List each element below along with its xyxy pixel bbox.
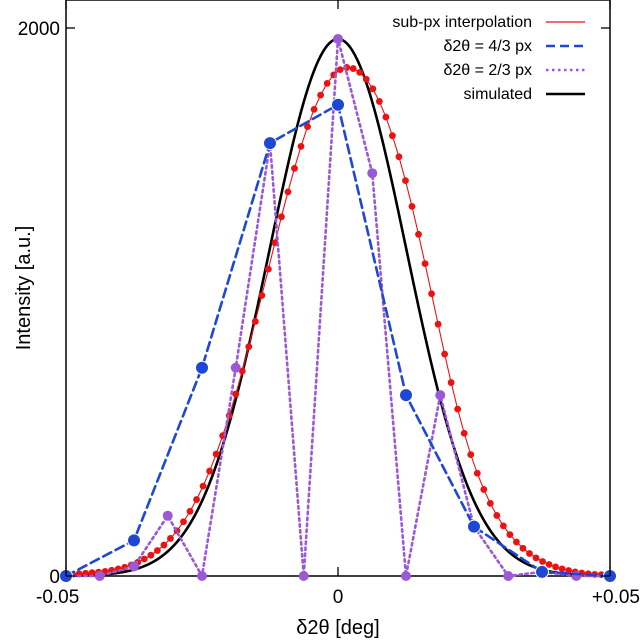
data-point (441, 350, 449, 358)
data-point (333, 33, 343, 44)
data-point (323, 79, 331, 87)
data-point (193, 496, 200, 503)
data-point (336, 66, 344, 74)
data-point (212, 450, 220, 458)
data-point (263, 136, 277, 151)
data-point (140, 555, 148, 563)
data-point (264, 265, 272, 273)
data-point (310, 105, 318, 113)
data-point (180, 518, 187, 526)
data-point (447, 379, 455, 386)
data-point (284, 188, 292, 196)
data-point (552, 563, 559, 571)
data-point (401, 571, 411, 581)
data-point (298, 571, 309, 581)
data-point (503, 571, 514, 581)
data-point (428, 290, 435, 298)
data-point (245, 343, 253, 351)
series-line (64, 103, 612, 578)
data-point (291, 164, 298, 172)
data-point (197, 571, 207, 581)
data-point (331, 97, 345, 112)
data-point (258, 292, 266, 299)
data-point (127, 533, 141, 548)
x-tick-label: 0 (333, 587, 344, 608)
data-point (493, 512, 501, 519)
data-point (519, 544, 527, 552)
data-point (532, 554, 540, 562)
y-tick-label: 2000 (18, 19, 60, 40)
data-point (375, 98, 383, 105)
data-point (467, 519, 481, 534)
data-point (129, 561, 139, 572)
data-point (162, 510, 173, 521)
data-point (356, 68, 364, 76)
series-layer (59, 33, 617, 583)
data-point (195, 360, 209, 375)
data-point (454, 405, 462, 413)
data-point (399, 388, 413, 403)
data-point (206, 467, 214, 475)
data-point (434, 320, 442, 328)
data-point (317, 91, 324, 99)
data-point (251, 318, 259, 325)
data-point (421, 260, 429, 268)
data-point (160, 541, 168, 549)
x-tick-label: -0.05 (36, 587, 79, 608)
y-tick-label: 0 (49, 567, 60, 588)
legend-label: δ2θ = 2/3 px (443, 62, 532, 79)
data-point (186, 507, 194, 515)
data-point (297, 142, 305, 150)
data-point (558, 565, 566, 573)
data-point (238, 367, 246, 375)
data-point (395, 153, 403, 161)
y-axis-label: Intensity [a.u.] (13, 226, 35, 351)
legend-label: simulated (464, 86, 532, 103)
data-point (415, 230, 422, 238)
data-point (271, 239, 279, 247)
data-point (88, 569, 96, 577)
data-point (480, 486, 488, 493)
data-point (535, 564, 549, 579)
data-point (435, 390, 446, 401)
series-line (64, 37, 612, 578)
data-point (167, 535, 174, 542)
data-point (408, 202, 416, 210)
data-point (199, 482, 207, 490)
series-line (64, 37, 612, 578)
data-point (526, 550, 533, 557)
data-point (230, 362, 241, 373)
legend-label: sub-px interpolation (392, 14, 532, 31)
data-point (486, 499, 494, 507)
data-point (362, 75, 370, 83)
data-point (473, 469, 481, 477)
data-point (367, 168, 378, 179)
data-point (278, 213, 285, 221)
legend: sub-px interpolation δ2θ = 4/3 px δ2θ = 2/… (392, 14, 585, 103)
data-point (467, 451, 475, 459)
data-point (382, 113, 390, 121)
data-point (402, 177, 409, 185)
data-point (147, 551, 155, 559)
data-point (389, 132, 396, 140)
series-line (65, 66, 609, 576)
data-point (460, 429, 468, 437)
data-point (304, 123, 311, 131)
data-point (499, 522, 507, 530)
x-tick-label: +0.05 (592, 587, 640, 608)
data-point (539, 558, 546, 565)
data-point (94, 571, 105, 581)
x-axis-label: δ2θ [deg] (296, 617, 379, 639)
data-point (349, 65, 357, 72)
data-point (506, 531, 514, 539)
data-point (153, 547, 161, 554)
legend-label: δ2θ = 4/3 px (443, 38, 532, 55)
data-point (232, 390, 240, 398)
data-point (369, 85, 377, 93)
data-point (513, 538, 520, 546)
data-point (545, 561, 553, 568)
